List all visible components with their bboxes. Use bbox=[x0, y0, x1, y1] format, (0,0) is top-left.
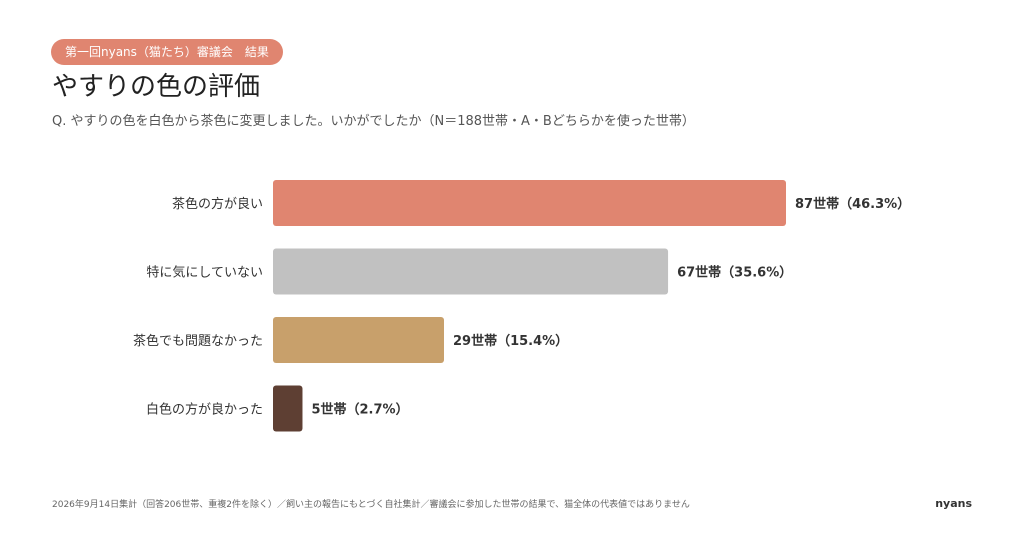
value-label: 67世帯（35.6%） bbox=[677, 265, 792, 281]
footnote: 2026年9月14日集計（回答206世帯、重複2件を除く）／飼い主の報告にもとづ… bbox=[52, 500, 690, 510]
value-label: 29世帯（15.4%） bbox=[453, 333, 568, 349]
category-label: 特に気にしていない bbox=[146, 265, 263, 281]
page-title: やすりの色の評価 bbox=[52, 72, 261, 102]
value-label: 87世帯（46.3%） bbox=[795, 196, 910, 212]
category-label: 茶色でも問題なかった bbox=[133, 333, 263, 349]
category-label: 白色の方が良かった bbox=[146, 402, 263, 418]
bar bbox=[273, 180, 786, 226]
bar-chart: 茶色の方が良い 87世帯（46.3%） 特に気にしていない 67世帯（35.6%） 茶色… bbox=[133, 180, 910, 432]
brand-logo-text: nyans bbox=[935, 497, 972, 510]
survey-badge: 第一回nyans（猫たち）審議会 結果 bbox=[51, 39, 283, 65]
bar bbox=[273, 317, 444, 363]
category-label: 茶色の方が良い bbox=[172, 196, 263, 212]
bar bbox=[273, 248, 669, 295]
question-subtitle: Q. やすりの色を白色から茶色に変更しました。いかがでしたか（N＝188世帯・A… bbox=[52, 114, 695, 129]
value-label: 5世帯（2.7%） bbox=[311, 402, 408, 418]
bar bbox=[273, 385, 303, 432]
